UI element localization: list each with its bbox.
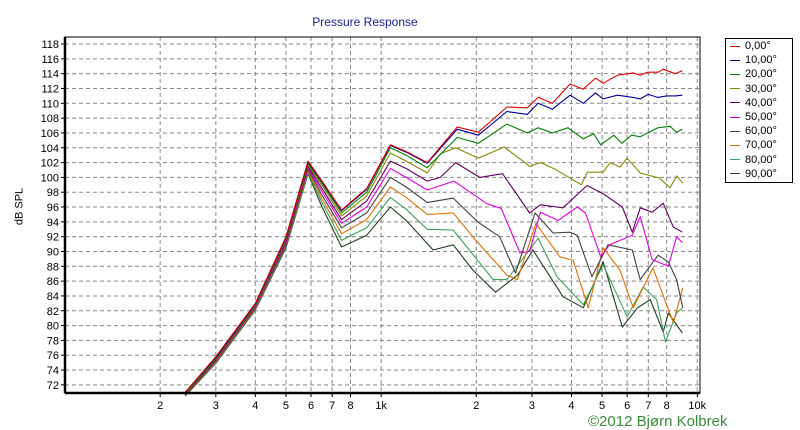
series-lines [184,68,684,397]
x-tick-label: 8 [347,400,353,412]
legend-label: 70,00° [745,139,777,152]
copyright-text: ©2012 Bjørn Kolbrek [588,413,728,430]
y-tick-label: 112 [41,83,59,95]
grid [65,37,700,393]
x-tick-label: 7 [645,400,651,412]
x-tick-label: 3 [213,400,219,412]
legend-item: 20,00° [726,67,792,81]
legend-swatch [730,159,740,161]
legend-label: 40,00° [745,96,777,109]
x-tick-label: 2 [157,400,163,412]
legend-item: 70,00° [726,138,792,152]
x-tick-label: 6 [308,400,314,412]
legend-swatch [730,173,740,175]
legend-label: 50,00° [745,111,777,124]
y-tick-label: 116 [41,54,59,66]
legend-item: 50,00° [726,110,792,124]
legend-label: 0,00° [745,40,771,53]
y-tick-label: 98 [47,187,59,199]
x-tick-label: 10k [688,400,706,412]
series-line-000 [184,68,683,393]
x-tick-label: 6 [624,400,630,412]
y-tick-label: 84 [47,291,59,303]
legend-label: 60,00° [745,125,777,138]
y-tick-label: 94 [47,217,59,229]
legend-item: 10,00° [726,53,792,67]
axes: 7274767880828486889092949698100102104106… [41,39,707,412]
x-tick-label: 1k [375,400,387,412]
x-tick-label: 4 [568,400,574,412]
y-tick-label: 88 [47,261,59,273]
x-tick-label: 7 [329,400,335,412]
legend-swatch [730,102,740,104]
y-tick-label: 74 [47,365,59,377]
y-tick-label: 108 [41,113,59,125]
series-line-7000 [184,170,684,396]
series-line-5000 [184,167,683,395]
legend-item: 90,00° [726,167,792,181]
legend-item: 30,00° [726,82,792,96]
legend-swatch [730,59,740,61]
y-tick-label: 110 [41,98,59,110]
legend-label: 20,00° [745,68,777,81]
y-tick-label: 114 [41,69,59,81]
series-line-4000 [184,160,683,395]
y-tick-label: 76 [47,350,59,362]
y-tick-label: 80 [47,321,59,333]
x-tick-label: 5 [599,400,605,412]
series-line-6000 [184,168,684,396]
x-tick-label: 4 [252,400,258,412]
legend-label: 80,00° [745,153,777,166]
legend-item: 0,00° [726,39,792,53]
legend-item: 80,00° [726,153,792,167]
legend-item: 60,00° [726,124,792,138]
legend-swatch [730,144,740,146]
series-line-8000 [184,171,683,397]
x-tick-label: 3 [529,400,535,412]
legend-label: 10,00° [745,54,777,67]
y-axis-label: dB SPL [13,187,26,226]
legend: 0,00° 10,00° 20,00° 30,00° 40,00° 50,00° 60,00… [725,38,793,183]
y-tick-label: 92 [47,232,59,244]
series-line-3000 [184,146,684,395]
y-tick-label: 72 [47,380,59,392]
legend-label: 30,00° [745,82,777,95]
legend-swatch [730,130,740,132]
y-tick-label: 96 [47,202,59,214]
y-tick-label: 104 [41,143,59,155]
chart-title: Pressure Response [312,15,418,29]
y-tick-label: 118 [41,39,59,51]
series-line-1000 [184,92,683,393]
x-tick-label: 8 [664,400,670,412]
y-tick-label: 106 [41,128,59,140]
legend-swatch [730,73,740,75]
series-line-2000 [184,123,683,394]
y-tick-label: 78 [47,335,59,347]
legend-swatch [730,45,740,47]
y-tick-label: 86 [47,276,59,288]
y-tick-label: 100 [41,172,59,184]
legend-swatch [730,116,740,118]
x-tick-label: 2 [473,400,479,412]
y-tick-label: 82 [47,306,59,318]
y-tick-label: 102 [41,158,59,170]
legend-label: 90,00° [745,167,777,180]
legend-item: 40,00° [726,96,792,110]
x-tick-label: 5 [283,400,289,412]
y-tick-label: 90 [47,246,59,258]
legend-swatch [730,88,740,90]
